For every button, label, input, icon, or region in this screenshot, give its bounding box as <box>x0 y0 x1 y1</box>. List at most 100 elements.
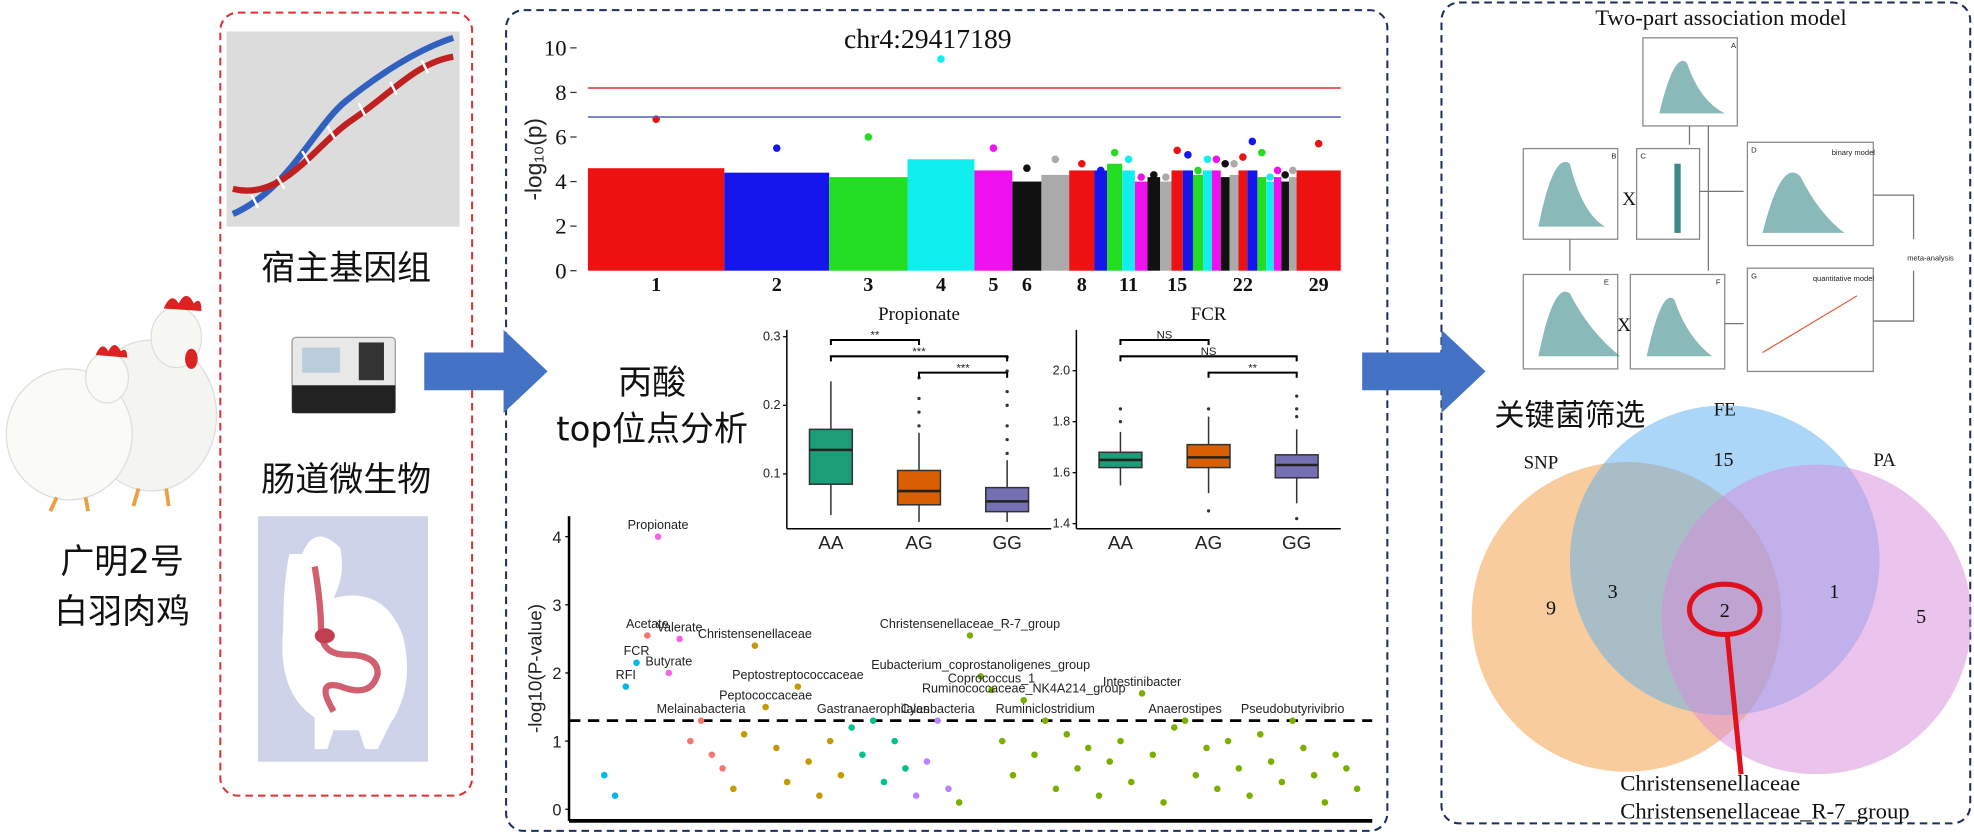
y-axis-label: -log10(P-value) <box>525 604 546 733</box>
breed-label: 白羽肉鸡 <box>54 592 190 632</box>
point <box>762 703 769 711</box>
significance-bracket <box>918 371 1009 378</box>
point <box>1181 717 1189 724</box>
chromosome-band <box>724 172 830 271</box>
venn-count: 1 <box>1829 581 1839 603</box>
point <box>1138 690 1146 697</box>
dna-image <box>226 31 460 227</box>
chromosome-band <box>1211 170 1221 271</box>
peak-snp <box>1124 155 1133 164</box>
peak-snp <box>772 144 781 152</box>
point-label: Peptococcaceae <box>719 688 812 702</box>
point <box>1020 696 1027 704</box>
significance-label: *** <box>912 346 926 358</box>
chromosome-band <box>1229 174 1239 271</box>
point-label: Ruminiclostridium <box>996 702 1095 716</box>
panel-letter: A <box>1731 41 1737 50</box>
point <box>880 778 888 786</box>
outlier <box>1118 407 1123 411</box>
x-tick-label: 6 <box>1022 274 1032 296</box>
outlier <box>1295 394 1299 398</box>
peak-snp <box>1184 151 1192 159</box>
highlight-ring <box>1686 581 1763 638</box>
point <box>633 659 640 667</box>
x-tick-label: 22 <box>1233 274 1253 296</box>
y-tick-label: 3 <box>552 597 561 615</box>
y-tick-label: 1.6 <box>1053 465 1071 479</box>
chromosome-band <box>1041 174 1070 271</box>
point <box>1332 751 1339 759</box>
chromosome-band <box>1288 177 1297 271</box>
point <box>1149 751 1157 759</box>
panel-letter: B <box>1611 152 1616 161</box>
venn-count: 2 <box>1720 600 1730 622</box>
point-label: Butyrate <box>645 654 692 668</box>
point <box>1009 771 1017 779</box>
peak-snp <box>1239 153 1247 161</box>
chromosome-band <box>1147 177 1161 271</box>
peak-snp <box>864 133 873 141</box>
chromosome-band <box>1012 181 1042 271</box>
y-tick-label: 1.8 <box>1053 414 1071 428</box>
significance-bracket <box>829 338 921 345</box>
chromosome-band <box>907 159 975 271</box>
point-label: Christensenellaceae_R-7_group <box>880 617 1060 631</box>
point <box>1106 758 1114 765</box>
peak-snp <box>1096 166 1105 175</box>
point <box>708 751 716 759</box>
point <box>1052 785 1060 793</box>
input-frame <box>219 11 474 797</box>
point <box>687 737 694 745</box>
chromosome-band <box>1069 170 1095 271</box>
significance-bracket <box>1207 371 1298 378</box>
y-tick-label: 1.4 <box>1053 516 1071 530</box>
point <box>644 632 651 639</box>
significance-label: ** <box>1248 362 1257 374</box>
point <box>1321 799 1329 806</box>
x-tick-label: GG <box>1282 533 1311 554</box>
chromosome-band <box>1273 177 1282 271</box>
outlier <box>1206 407 1211 411</box>
peak-snp <box>1266 173 1274 181</box>
model-operator: X <box>1617 315 1631 336</box>
outlier <box>1005 451 1009 455</box>
box <box>808 428 854 485</box>
point <box>622 683 630 690</box>
peak-snp <box>1110 148 1119 157</box>
breed-label: 广明2号 <box>60 542 184 582</box>
significance-label: ** <box>871 330 880 342</box>
model-diagram <box>1522 37 1915 373</box>
venn-set <box>1661 464 1972 775</box>
point <box>697 717 705 724</box>
point <box>611 792 619 799</box>
chart-title: Propionate <box>878 304 960 325</box>
point <box>902 765 909 772</box>
model-note: quantitative model <box>1813 274 1875 283</box>
point-label: Anaerostipes <box>1148 702 1221 716</box>
point <box>1300 744 1307 752</box>
outlier <box>1005 389 1009 394</box>
chromosome-band <box>974 170 1013 271</box>
point-label: Eubacterium_coprostanoligenes_group <box>871 658 1090 672</box>
point <box>751 642 759 649</box>
x-tick-label: 1 <box>651 274 661 296</box>
point <box>1267 758 1275 765</box>
peak-snp <box>1203 155 1212 164</box>
peak-snp <box>1137 173 1145 181</box>
peak-snp <box>1023 164 1031 172</box>
chromosome-band <box>1107 163 1123 271</box>
venn-count: 15 <box>1713 449 1733 471</box>
panel-letter: E <box>1604 278 1609 287</box>
input-label: 宿主基因组 <box>261 249 431 289</box>
chart-title: chr4:29417189 <box>844 23 1012 54</box>
point <box>601 771 608 779</box>
highlight-label: Christensenellaceae_R-7_group <box>1620 798 1909 823</box>
outlier <box>1005 403 1009 407</box>
venn-set-label: SNP <box>1524 452 1559 473</box>
chromosome-band <box>1281 181 1289 271</box>
outlier <box>1005 437 1009 442</box>
peak-snp <box>1051 155 1060 164</box>
model-operator: X <box>1622 189 1636 210</box>
